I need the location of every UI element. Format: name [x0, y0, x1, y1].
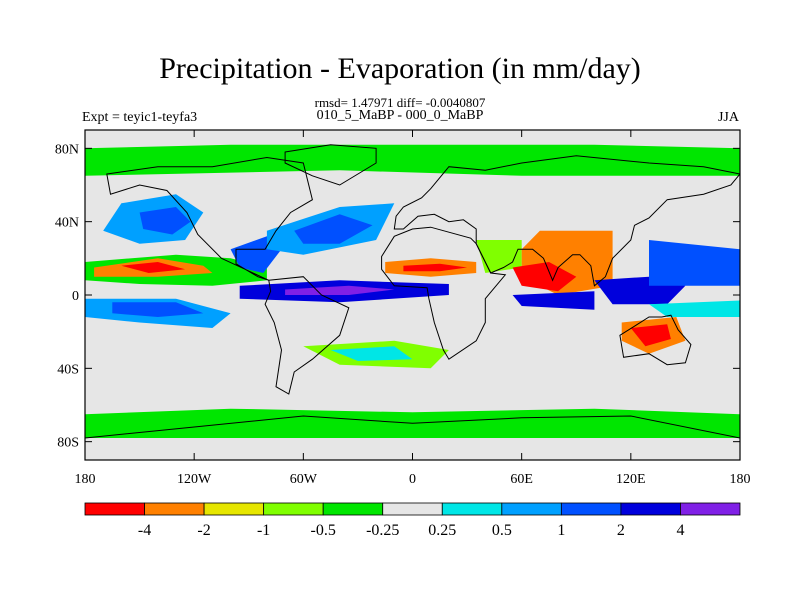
region-west-pacific-cyan	[649, 300, 740, 317]
colorbar-swatch	[560, 502, 622, 516]
region-australia-red	[630, 324, 671, 347]
colorbar-label: 0.25	[428, 522, 456, 539]
coastline-south-america	[264, 276, 350, 395]
colorbar-swatch	[263, 502, 324, 516]
coastline-africa	[381, 226, 507, 360]
colorbar-label: -0.25	[366, 522, 399, 539]
x-tick-label: 0	[409, 472, 416, 487]
x-tick-label: 180	[730, 472, 751, 487]
stats-subtitle: rmsd= 1.47971 diff= -0.0040807	[314, 95, 486, 110]
y-axis: 80N 40N 0 40S 80S	[55, 142, 740, 451]
coastline-australia	[619, 314, 692, 366]
colorbar-swatch	[322, 502, 384, 516]
region-indian-ocean-blue	[512, 291, 595, 310]
region-arctic-green	[85, 144, 740, 176]
experiment-label: Expt = teyic1-teyfa3	[82, 110, 198, 125]
colorbar-label: 1	[557, 522, 565, 539]
contour-fill-layer	[85, 144, 740, 438]
coastline-greenland	[284, 144, 377, 186]
case-label: 010_5_MaBP - 000_0_MaBP	[316, 108, 484, 123]
x-tick-label: 60E	[510, 472, 533, 487]
x-tick-label: 120W	[177, 472, 212, 487]
colorbar-swatch	[382, 502, 443, 516]
region-arabia-green	[476, 240, 522, 273]
y-tick-label: 40N	[55, 216, 79, 231]
y-tick-label: 0	[72, 289, 79, 304]
colorbar-swatch	[144, 502, 205, 516]
region-arabian-sea-red	[512, 262, 577, 292]
region-north-pacific-core	[139, 207, 191, 235]
x-tick-label: 60W	[290, 472, 318, 487]
colorbar-label: -1	[257, 522, 270, 539]
colorbar: -4 -2 -1 -0.5 -0.25 0.25 0.5 1 2 4	[84, 502, 741, 539]
x-tick-label: 120E	[616, 472, 646, 487]
y-tick-label: 80S	[57, 436, 79, 451]
coastline-antarctica	[85, 415, 740, 460]
region-tropical-pacific-red-core	[121, 262, 186, 273]
colorbar-label: 2	[617, 522, 625, 539]
colorbar-swatch	[620, 502, 681, 516]
region-africa-sahel-red	[403, 263, 468, 272]
x-tick-label: 180	[75, 472, 96, 487]
colorbar-label: 0.5	[492, 522, 512, 539]
region-north-atlantic-core	[294, 214, 373, 244]
colorbar-swatch	[501, 502, 562, 516]
coastline-layer	[85, 144, 740, 460]
colorbar-swatch	[203, 502, 265, 516]
region-south-atlantic-cyan	[330, 346, 413, 361]
colorbar-label: -4	[138, 522, 151, 539]
region-south-pacific-core	[112, 302, 204, 317]
coastline-north-america	[106, 156, 313, 281]
region-equatorial-atlantic-purple	[285, 285, 395, 295]
colorbar-label: -2	[197, 522, 210, 539]
colorbar-swatch	[84, 502, 145, 516]
season-label: JJA	[717, 110, 739, 125]
x-axis: 180 120W 60W 0 60E 120E 180	[75, 130, 751, 487]
colorbar-label: 4	[676, 522, 684, 539]
colorbar-swatch	[441, 502, 503, 516]
plot-title: Precipitation - Evaporation (in mm/day)	[159, 52, 641, 85]
y-tick-label: 80N	[55, 142, 79, 157]
y-tick-label: 40S	[57, 362, 79, 377]
colorbar-swatch	[680, 502, 741, 516]
colorbar-label: -0.5	[311, 522, 336, 539]
coastline-eurasia	[393, 155, 740, 287]
region-west-pacific-blue	[649, 240, 740, 286]
